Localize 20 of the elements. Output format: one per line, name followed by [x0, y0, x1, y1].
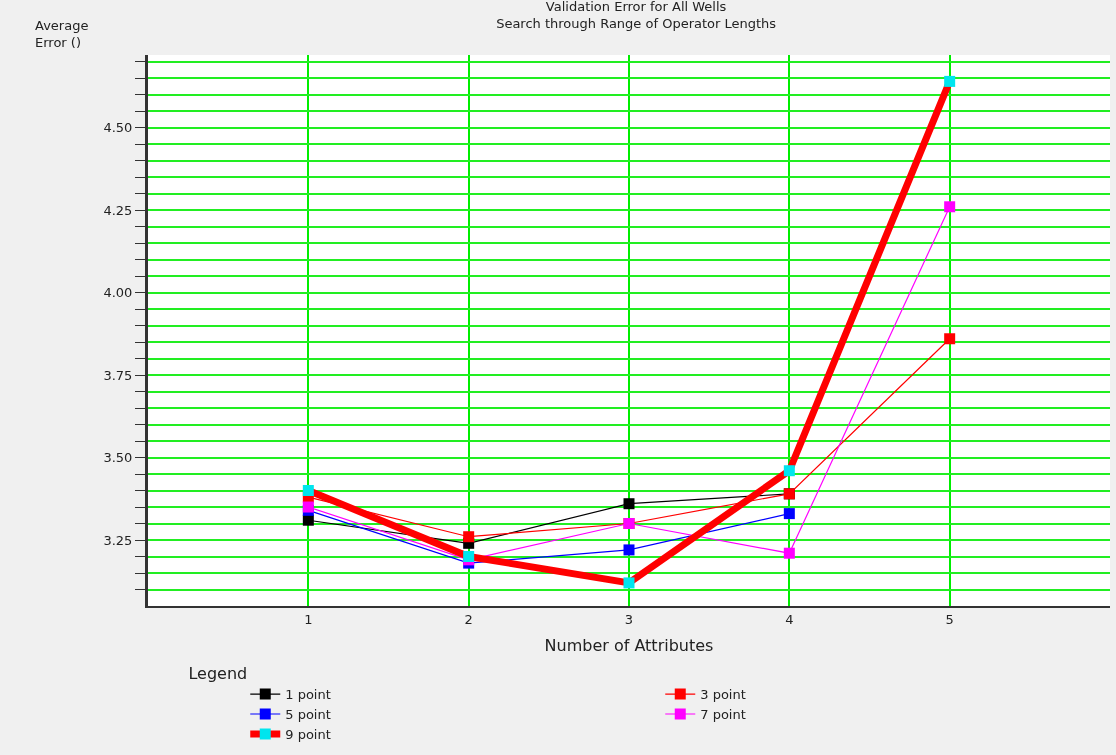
legend-label: 5 point	[285, 707, 331, 723]
legend-label: 1 point	[285, 687, 331, 703]
x-tick-label: 1	[304, 611, 313, 627]
y-axis-title: Average Error ()	[35, 18, 89, 50]
legend-title: Legend	[188, 664, 248, 684]
x-axis-title: Number of Attributes	[544, 635, 714, 655]
y-tick-label: 4.25	[103, 202, 133, 218]
legend-label: 9 point	[285, 726, 331, 742]
x-tick-label: 3	[624, 611, 634, 627]
y-tick-label: 4.00	[103, 285, 133, 301]
y-tick-label: 3.50	[103, 450, 133, 466]
legend-label: 3 point	[700, 687, 746, 703]
y-tick-label: 3.25	[103, 532, 133, 548]
x-tick-label: 2	[464, 611, 473, 627]
y-tick-label: 4.50	[103, 120, 133, 136]
x-tick-label: 5	[945, 611, 954, 627]
y-tick-label: 3.75	[103, 367, 133, 383]
legend-label: 7 point	[700, 707, 746, 723]
chart-title: Validation Error for All Wells Search through Range of Operator Lengths	[496, 0, 777, 32]
x-tick-label: 4	[785, 611, 794, 627]
